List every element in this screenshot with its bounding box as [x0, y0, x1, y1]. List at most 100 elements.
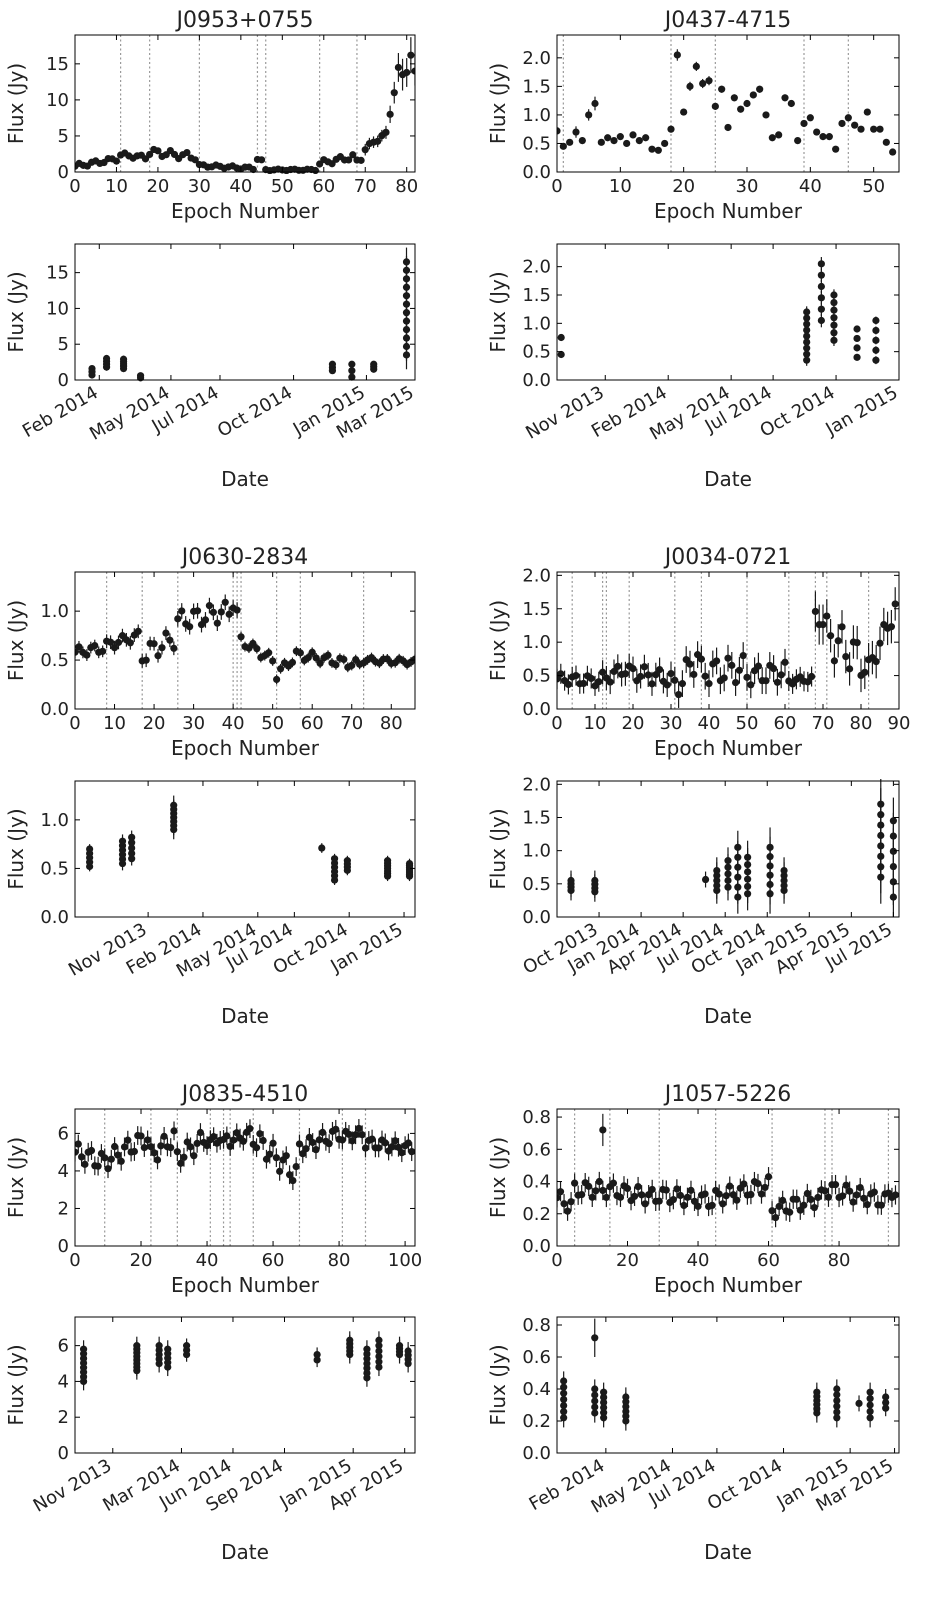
- x-tick-label: 80: [395, 176, 418, 197]
- data-point: [853, 1191, 861, 1199]
- data-point: [142, 656, 150, 664]
- x-tick-label: 40: [698, 713, 721, 734]
- data-point: [739, 651, 747, 660]
- data-point: [394, 1143, 403, 1151]
- data-point: [355, 1124, 363, 1133]
- data-point: [838, 119, 846, 128]
- data-point: [803, 320, 811, 328]
- data-point: [817, 294, 825, 302]
- x-tick-label: Nov 2013: [30, 1455, 116, 1517]
- data-point: [209, 608, 217, 616]
- data-point: [781, 94, 789, 102]
- data-point: [754, 1179, 762, 1188]
- y-tick-label: 0.6: [522, 1347, 551, 1368]
- epoch-panel-J1057-5226: J1057-5226 0.0 0.2 0.4 0.6 0.8 0 20 40 60 80 Epoch …: [486, 1082, 900, 1297]
- data-point: [673, 1185, 681, 1193]
- data-point: [178, 607, 186, 615]
- data-series: [557, 257, 880, 366]
- data-point: [164, 1345, 172, 1353]
- data-point: [404, 1347, 412, 1355]
- data-point: [343, 857, 351, 865]
- x-axis-label: Epoch Number: [171, 199, 320, 223]
- data-point: [595, 678, 603, 686]
- data-point: [110, 644, 119, 652]
- data-point: [819, 133, 827, 141]
- data-point: [726, 1182, 734, 1190]
- y-tick-label: 2: [58, 1198, 69, 1219]
- data-point: [338, 1136, 346, 1144]
- y-tick-label: 0.0: [522, 907, 551, 928]
- x-tick-label: 10: [584, 713, 607, 734]
- y-axis-label: Flux (Jy): [486, 1137, 510, 1218]
- data-point: [237, 633, 245, 641]
- data-point: [887, 623, 896, 631]
- data-point: [671, 676, 679, 684]
- data-point: [374, 137, 382, 145]
- data-point: [361, 146, 369, 154]
- y-tick-label: 4: [58, 1161, 69, 1182]
- x-tick-label: 60: [312, 176, 335, 197]
- y-tick-label: 0: [58, 162, 69, 183]
- data-point: [557, 1194, 561, 1202]
- data-point: [325, 1140, 333, 1148]
- data-point: [856, 1184, 864, 1192]
- data-point: [266, 1150, 274, 1158]
- y-tick-label: 0.0: [522, 1236, 551, 1257]
- data-point: [775, 131, 783, 139]
- data-point: [803, 326, 811, 334]
- data-point: [794, 137, 802, 145]
- data-point: [229, 1136, 238, 1144]
- data-point: [616, 133, 624, 141]
- data-point: [648, 1185, 656, 1194]
- data-point: [855, 1399, 863, 1407]
- y-tick-label: 1.5: [522, 807, 551, 828]
- data-point: [808, 672, 816, 681]
- data-point: [851, 121, 859, 129]
- data-point: [705, 77, 713, 85]
- data-point: [390, 89, 398, 97]
- data-point: [768, 134, 776, 142]
- data-point: [747, 681, 755, 689]
- data-point: [154, 652, 162, 660]
- y-tick-label: 2.0: [522, 257, 551, 278]
- x-tick-label: 0: [551, 1250, 562, 1271]
- data-point: [249, 639, 257, 648]
- data-point: [352, 655, 360, 664]
- x-tick-label: 30: [182, 713, 205, 734]
- data-point: [117, 1157, 125, 1165]
- data-point: [557, 670, 565, 678]
- chart-title: J0437-4715: [663, 8, 791, 33]
- data-point: [853, 639, 861, 647]
- y-tick-label: 6: [58, 1123, 69, 1144]
- data-point: [213, 619, 221, 627]
- x-tick-label: 40: [222, 713, 245, 734]
- data-point: [351, 1131, 360, 1139]
- data-series: [75, 594, 415, 685]
- data-point: [623, 1184, 632, 1193]
- data-point: [673, 51, 681, 59]
- data-point: [652, 671, 660, 679]
- data-point: [578, 1190, 586, 1199]
- plot-frame: [74, 780, 416, 918]
- y-tick-label: 1.5: [522, 76, 551, 97]
- data-point: [781, 658, 789, 666]
- plot-frame: [74, 1316, 416, 1454]
- data-point: [205, 602, 214, 610]
- data-point: [609, 1179, 618, 1187]
- data-point: [606, 678, 614, 686]
- data-point: [711, 102, 719, 110]
- y-axis-label: Flux (Jy): [4, 271, 28, 352]
- data-point: [358, 1131, 366, 1139]
- data-point: [394, 63, 403, 72]
- data-point: [75, 648, 79, 656]
- data-point: [640, 663, 649, 671]
- data-point: [833, 1385, 841, 1393]
- data-point: [872, 658, 880, 666]
- data-point: [106, 638, 115, 646]
- data-point: [686, 82, 694, 90]
- data-point: [226, 1142, 234, 1151]
- data-point: [810, 1203, 818, 1212]
- data-point: [144, 1136, 152, 1144]
- data-point: [621, 670, 630, 678]
- data-point: [318, 1128, 327, 1137]
